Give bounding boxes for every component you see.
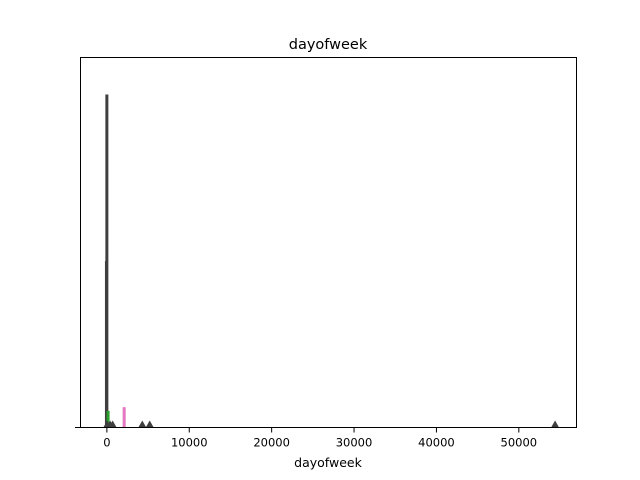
x-tick-label-0: 0 xyxy=(103,436,110,450)
plot-frame xyxy=(80,57,577,428)
outlier-markers xyxy=(103,420,560,428)
x-axis-label: dayofweek xyxy=(294,455,362,470)
outlier-marker-2 xyxy=(108,420,117,428)
bar-series-3-0 xyxy=(122,407,126,428)
chart-title: dayofweek xyxy=(289,37,368,53)
bar-series-2-0 xyxy=(106,410,110,428)
outlier-marker-3 xyxy=(138,420,147,428)
x-axis-ticks: 0 10000 20000 30000 40000 50000 xyxy=(103,427,538,450)
bar-series-1-0 xyxy=(104,261,108,428)
x-tick-label-3: 30000 xyxy=(336,436,373,450)
x-tick-label-4: 40000 xyxy=(418,436,455,450)
x-tick-label-2: 20000 xyxy=(253,436,290,450)
outlier-marker-4 xyxy=(145,420,154,428)
outlier-marker-5 xyxy=(551,420,560,428)
chart-marks xyxy=(104,94,126,428)
x-tick-label-1: 10000 xyxy=(171,436,208,450)
x-tick-label-5: 50000 xyxy=(501,436,538,450)
